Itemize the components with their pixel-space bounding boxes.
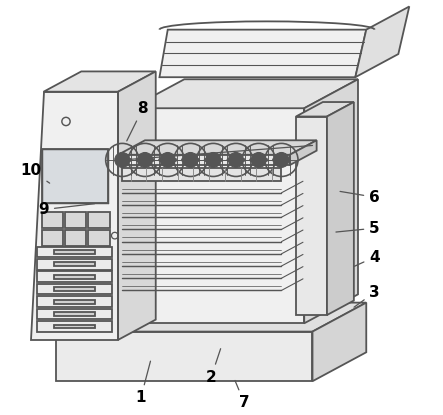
- Circle shape: [264, 158, 268, 161]
- Polygon shape: [54, 312, 95, 316]
- Circle shape: [136, 158, 139, 161]
- Polygon shape: [54, 250, 95, 254]
- Polygon shape: [38, 247, 112, 257]
- Text: 5: 5: [336, 221, 380, 236]
- Circle shape: [181, 158, 185, 161]
- Circle shape: [287, 158, 291, 161]
- Circle shape: [227, 158, 230, 161]
- Polygon shape: [38, 284, 112, 294]
- Circle shape: [257, 158, 260, 161]
- Circle shape: [242, 158, 245, 161]
- Circle shape: [196, 158, 200, 161]
- Polygon shape: [355, 7, 409, 77]
- Text: 1: 1: [136, 361, 151, 405]
- Polygon shape: [42, 230, 63, 246]
- Polygon shape: [56, 303, 366, 332]
- Circle shape: [229, 152, 243, 167]
- Polygon shape: [118, 71, 156, 340]
- Text: 7: 7: [235, 381, 249, 410]
- Text: 6: 6: [340, 190, 380, 205]
- Circle shape: [274, 152, 289, 167]
- Text: 10: 10: [21, 163, 50, 183]
- Circle shape: [272, 158, 276, 161]
- Polygon shape: [106, 108, 304, 323]
- Polygon shape: [122, 168, 281, 181]
- Circle shape: [160, 152, 175, 167]
- Polygon shape: [304, 79, 358, 323]
- Text: 2: 2: [206, 349, 221, 385]
- Polygon shape: [118, 140, 317, 155]
- Polygon shape: [38, 321, 112, 332]
- Circle shape: [166, 158, 169, 161]
- Circle shape: [251, 152, 266, 167]
- Circle shape: [159, 158, 162, 161]
- Polygon shape: [54, 325, 95, 329]
- Polygon shape: [54, 262, 95, 266]
- Circle shape: [212, 158, 215, 161]
- Polygon shape: [89, 212, 110, 228]
- Circle shape: [183, 152, 198, 167]
- Circle shape: [206, 152, 221, 167]
- Text: 3: 3: [354, 285, 380, 307]
- Polygon shape: [296, 102, 354, 117]
- Polygon shape: [54, 275, 95, 279]
- Text: 9: 9: [39, 202, 95, 217]
- Polygon shape: [38, 309, 112, 319]
- Circle shape: [204, 158, 207, 161]
- Polygon shape: [65, 230, 86, 246]
- Polygon shape: [54, 287, 95, 291]
- Circle shape: [151, 158, 154, 161]
- Circle shape: [189, 158, 192, 161]
- Text: 4: 4: [354, 250, 380, 266]
- Polygon shape: [44, 71, 156, 92]
- Polygon shape: [159, 29, 366, 77]
- Polygon shape: [296, 117, 327, 315]
- Polygon shape: [42, 149, 108, 203]
- Polygon shape: [65, 212, 86, 228]
- Polygon shape: [56, 332, 312, 381]
- Circle shape: [120, 158, 124, 161]
- Circle shape: [280, 158, 283, 161]
- Circle shape: [128, 158, 131, 161]
- Polygon shape: [31, 92, 118, 340]
- Polygon shape: [38, 296, 112, 307]
- Polygon shape: [38, 271, 112, 282]
- Circle shape: [115, 152, 130, 167]
- Polygon shape: [312, 303, 366, 381]
- Circle shape: [234, 158, 237, 161]
- Polygon shape: [327, 102, 354, 315]
- Polygon shape: [290, 140, 317, 165]
- Polygon shape: [131, 79, 358, 108]
- Polygon shape: [38, 259, 112, 269]
- Circle shape: [137, 152, 152, 167]
- Polygon shape: [118, 155, 290, 165]
- Polygon shape: [54, 300, 95, 304]
- Polygon shape: [89, 230, 110, 246]
- Circle shape: [144, 158, 147, 161]
- Circle shape: [219, 158, 222, 161]
- Circle shape: [174, 158, 177, 161]
- Circle shape: [249, 158, 253, 161]
- Text: 8: 8: [127, 101, 148, 141]
- Polygon shape: [42, 212, 63, 228]
